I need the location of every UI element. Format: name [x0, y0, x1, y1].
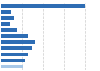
- Bar: [1, 65, 23, 68]
- Bar: [1, 16, 14, 20]
- Bar: [1, 4, 85, 8]
- Bar: [1, 10, 11, 14]
- Bar: [1, 59, 25, 62]
- Bar: [1, 53, 28, 56]
- Bar: [1, 46, 32, 50]
- Bar: [1, 22, 10, 26]
- Bar: [1, 40, 35, 44]
- Bar: [1, 34, 28, 38]
- Bar: [1, 28, 17, 32]
